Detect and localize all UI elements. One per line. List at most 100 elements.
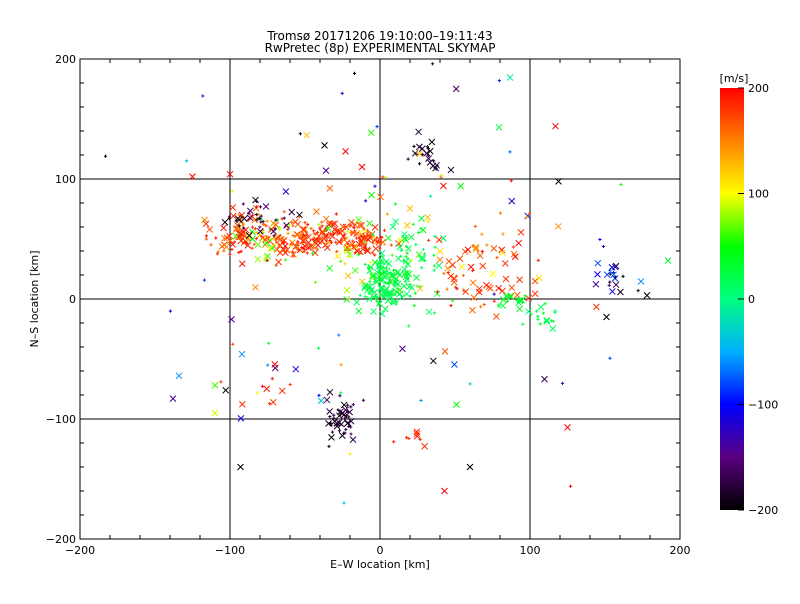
data-point-plus bbox=[384, 276, 388, 280]
data-point-plus bbox=[471, 268, 475, 273]
data-point-cross bbox=[342, 148, 349, 155]
data-point-cross bbox=[387, 293, 394, 300]
data-point-plus bbox=[347, 424, 351, 429]
data-point-cross bbox=[377, 256, 385, 264]
data-point-plus bbox=[535, 309, 539, 313]
data-point-plus bbox=[315, 247, 319, 251]
data-point-cross bbox=[499, 302, 507, 310]
data-point-plus bbox=[262, 222, 266, 227]
data-point-cross bbox=[334, 252, 342, 260]
data-point-plus bbox=[270, 377, 274, 381]
data-point-cross bbox=[351, 221, 359, 229]
colorbar-tick-label: 0 bbox=[748, 293, 755, 306]
data-point-plus bbox=[386, 281, 390, 285]
data-point-plus bbox=[380, 288, 384, 292]
data-point-cross bbox=[238, 350, 246, 358]
data-point-plus bbox=[349, 432, 353, 436]
data-point-plus bbox=[352, 71, 357, 75]
data-point-cross bbox=[516, 276, 523, 284]
data-point-plus bbox=[454, 274, 458, 278]
data-point-plus bbox=[482, 302, 486, 307]
data-point-plus bbox=[250, 246, 254, 250]
data-point-cross bbox=[464, 246, 472, 254]
data-point-plus bbox=[314, 232, 318, 236]
data-point-cross bbox=[221, 234, 228, 242]
data-point-plus bbox=[297, 215, 302, 219]
data-point-cross bbox=[611, 274, 619, 282]
data-point-plus bbox=[406, 157, 410, 161]
data-point-cross bbox=[276, 249, 284, 257]
data-point-plus bbox=[391, 287, 395, 291]
data-point-cross bbox=[371, 289, 378, 296]
data-point-cross bbox=[324, 225, 332, 232]
data-point-cross bbox=[517, 229, 525, 236]
data-point-plus bbox=[290, 220, 294, 225]
data-point-plus bbox=[380, 235, 384, 239]
data-point-cross bbox=[416, 284, 424, 292]
data-point-cross bbox=[331, 220, 339, 228]
data-point-cross bbox=[472, 245, 480, 253]
data-point-cross bbox=[424, 213, 432, 221]
data-point-cross bbox=[396, 236, 404, 244]
data-point-cross bbox=[441, 487, 448, 495]
data-point-plus bbox=[492, 299, 496, 303]
data-point-plus bbox=[607, 283, 611, 287]
data-point-plus bbox=[272, 243, 276, 247]
data-point-plus bbox=[523, 294, 527, 298]
data-point-plus bbox=[227, 215, 231, 219]
data-point-plus bbox=[363, 243, 367, 247]
data-point-cross bbox=[238, 400, 246, 408]
data-point-cross bbox=[333, 419, 341, 427]
data-point-cross bbox=[418, 145, 426, 153]
data-point-plus bbox=[337, 333, 341, 337]
data-point-plus bbox=[348, 452, 352, 456]
data-point-plus bbox=[286, 227, 290, 231]
data-point-plus bbox=[230, 189, 234, 193]
y-tick-label: −100 bbox=[46, 413, 76, 426]
data-point-plus bbox=[329, 421, 333, 425]
data-point-plus bbox=[363, 262, 367, 267]
data-point-cross bbox=[252, 283, 259, 291]
data-point-cross bbox=[490, 245, 498, 252]
data-point-plus bbox=[334, 212, 338, 216]
x-axis-label: E–W location [km] bbox=[330, 558, 430, 571]
data-point-plus bbox=[420, 152, 424, 157]
data-point-cross bbox=[378, 249, 386, 257]
data-point-cross bbox=[425, 155, 432, 162]
data-point-plus bbox=[521, 322, 525, 326]
data-point-cross bbox=[376, 262, 383, 269]
data-point-cross bbox=[447, 272, 455, 280]
data-point-cross bbox=[396, 243, 404, 251]
data-point-cross bbox=[328, 434, 335, 441]
data-point-cross bbox=[240, 215, 248, 223]
data-point-plus bbox=[382, 241, 386, 245]
colorbar-tick-label: −200 bbox=[748, 504, 778, 517]
data-point-cross bbox=[323, 244, 331, 252]
data-point-cross bbox=[378, 310, 386, 318]
data-point-cross bbox=[370, 308, 377, 315]
data-point-cross bbox=[366, 283, 373, 291]
data-point-plus bbox=[601, 244, 606, 249]
colorbar-tick-label: 100 bbox=[748, 188, 769, 201]
data-point-plus bbox=[282, 241, 286, 245]
data-point-cross bbox=[403, 222, 411, 229]
data-point-plus bbox=[344, 427, 348, 432]
data-point-cross bbox=[353, 298, 361, 306]
data-point-plus bbox=[254, 230, 258, 235]
data-point-plus bbox=[258, 205, 263, 209]
data-point-plus bbox=[215, 252, 219, 256]
x-tick-label: −200 bbox=[65, 544, 95, 557]
data-point-plus bbox=[338, 240, 343, 245]
data-point-cross bbox=[346, 408, 354, 416]
data-point-plus bbox=[373, 295, 378, 299]
data-point-cross bbox=[280, 237, 288, 244]
data-point-cross bbox=[282, 188, 290, 195]
data-point-cross bbox=[405, 283, 413, 291]
data-point-cross bbox=[189, 173, 196, 180]
data-point-plus bbox=[239, 249, 243, 253]
data-point-plus bbox=[277, 228, 282, 232]
data-point-plus bbox=[429, 194, 433, 198]
data-point-cross bbox=[457, 182, 465, 190]
data-point-cross bbox=[290, 251, 297, 258]
data-point-plus bbox=[327, 444, 331, 449]
